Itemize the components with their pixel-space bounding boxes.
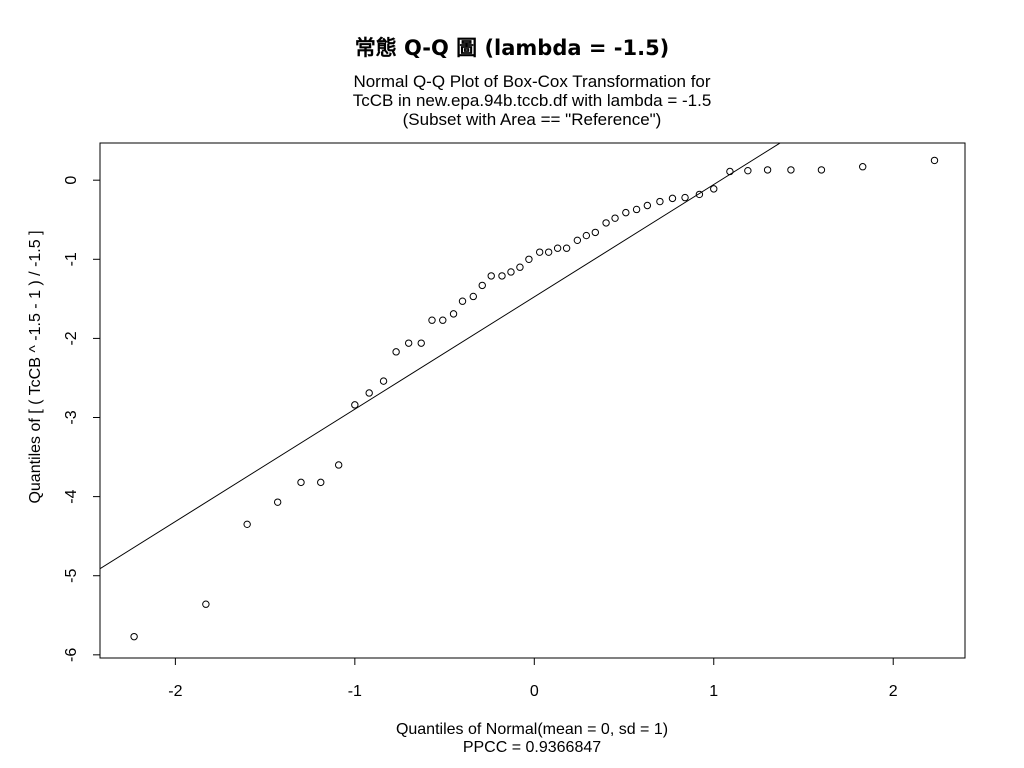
y-tick-label: -4 — [63, 489, 80, 503]
y-axis: 0 -1 -2 -3 -4 -5 -6 — [63, 176, 100, 662]
y-tick-label: -5 — [63, 569, 80, 583]
data-point — [582, 231, 591, 240]
data-point — [404, 339, 413, 347]
data-point — [602, 219, 610, 227]
data-point — [392, 348, 400, 356]
x-tick-label: -1 — [348, 683, 362, 700]
data-point — [930, 156, 939, 165]
x-tick-label: 2 — [889, 683, 898, 700]
data-point — [469, 292, 477, 301]
data-point — [498, 272, 506, 280]
chart-title: 常態 Q-Q 圖 (lambda = -1.5) — [355, 36, 670, 60]
y-tick-label: -2 — [63, 331, 80, 345]
x-axis: -2 -1 0 1 2 — [168, 658, 898, 700]
x-axis-label-ppcc: PPCC = 0.9366847 — [463, 739, 601, 756]
data-points — [130, 156, 939, 641]
y-tick-label: 0 — [63, 176, 80, 185]
data-point — [507, 268, 515, 276]
data-point — [591, 228, 600, 237]
data-point — [622, 208, 630, 217]
x-tick-label: -2 — [168, 683, 182, 700]
data-point — [439, 316, 447, 324]
data-point — [351, 401, 359, 409]
data-point — [243, 520, 251, 529]
data-point — [130, 632, 138, 641]
data-point — [379, 377, 388, 385]
data-point — [334, 461, 343, 469]
data-point — [726, 167, 734, 176]
data-point — [449, 310, 458, 318]
chart-subtitle-line-1: Normal Q-Q Plot of Box-Cox Transformatio… — [353, 72, 710, 91]
data-point — [744, 166, 752, 175]
data-point — [525, 255, 533, 263]
plot-frame — [99, 142, 966, 659]
data-point — [544, 248, 553, 256]
data-point — [428, 316, 436, 324]
data-point — [817, 166, 826, 174]
data-point — [273, 498, 282, 506]
data-point — [458, 297, 467, 305]
data-point — [611, 214, 619, 222]
data-point — [681, 193, 689, 202]
data-point — [487, 272, 495, 280]
data-point — [859, 163, 867, 171]
data-point — [695, 190, 704, 199]
y-tick-label: -3 — [63, 410, 80, 424]
reference-line — [100, 143, 782, 570]
data-point — [763, 166, 772, 174]
data-point — [573, 236, 582, 245]
data-point — [516, 263, 524, 271]
y-tick-label: -1 — [63, 252, 80, 266]
data-point — [562, 244, 571, 252]
data-point — [478, 281, 486, 290]
data-point — [656, 197, 664, 206]
y-axis-label: Quantiles of [ ( TcCB ^ -1.5 - 1 ) / -1.… — [27, 230, 44, 503]
x-axis-label: Quantiles of Normal(mean = 0, sd = 1) — [396, 721, 668, 738]
y-tick-label: -6 — [63, 648, 80, 662]
data-point — [668, 194, 677, 203]
chart-subtitle-line-3: (Subset with Area == "Reference") — [403, 110, 662, 129]
data-point — [317, 478, 325, 487]
data-point — [535, 248, 544, 256]
x-tick-label: 0 — [530, 683, 539, 700]
data-point — [365, 389, 373, 397]
data-point — [632, 205, 641, 214]
data-point — [297, 478, 305, 487]
data-point — [417, 339, 425, 347]
data-point — [643, 201, 652, 210]
data-point — [710, 185, 718, 193]
data-point — [787, 166, 795, 174]
chart-subtitle-line-2: TcCB in new.epa.94b.tccb.df with lambda … — [353, 91, 712, 110]
data-point — [202, 600, 210, 608]
data-point — [553, 244, 562, 252]
x-tick-label: 1 — [709, 683, 718, 700]
